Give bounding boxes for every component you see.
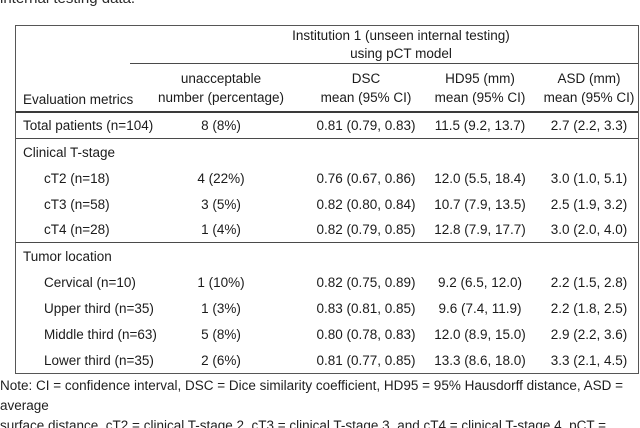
table-row: Tumor location	[16, 243, 638, 269]
row-label: Middle third (n=63)	[44, 326, 157, 342]
column-header-line1: DSC	[351, 70, 381, 86]
table-row: Cervical (n=10) 1 (10%) 0.82 (0.75, 0.89…	[16, 269, 638, 295]
caption-fragment: internal testing data.	[0, 0, 300, 9]
row-label: Lower third (n=35)	[44, 352, 154, 368]
column-header-line2: number (percentage)	[157, 89, 285, 105]
row-value: 3.0 (2.0, 4.0)	[550, 222, 628, 237]
row-value: 0.81 (0.79, 0.83)	[316, 118, 416, 133]
row-value: 2.7 (2.2, 3.3)	[550, 118, 628, 133]
row-label: Total patients (n=104)	[23, 118, 154, 133]
row-value: 1 (3%)	[201, 300, 241, 316]
table-header: Evaluation metrics Institution 1 (unseen…	[16, 26, 638, 113]
row-label: Clinical T-stage	[23, 144, 116, 160]
table-row: Total patients (n=104) 8 (8%) 0.81 (0.79…	[16, 113, 638, 139]
table-row: Lower third (n=35) 2 (6%) 0.81 (0.77, 0.…	[16, 347, 638, 373]
row-value: 2.2 (1.5, 2.8)	[550, 274, 628, 290]
row-value: 0.76 (0.67, 0.86)	[316, 170, 416, 186]
column-header-line2: mean (95% CI)	[320, 89, 412, 105]
column-header-dsc: DSC mean (95% CI)	[312, 64, 420, 111]
note-line: surface distance, cT2 = clinical T-stage…	[0, 418, 607, 428]
row-value: 2 (6%)	[201, 352, 241, 368]
spanner-line2: using pCT model	[350, 45, 452, 61]
row-label: cT2 (n=18)	[44, 170, 110, 186]
table-body: Total patients (n=104) 8 (8%) 0.81 (0.79…	[16, 113, 638, 373]
table-row: Clinical T-stage	[16, 139, 638, 165]
column-header-line1: unacceptable	[180, 70, 262, 86]
row-label: Upper third (n=35)	[44, 300, 154, 316]
table-row: cT4 (n=28) 1 (4%) 0.82 (0.79, 0.85) 12.8…	[16, 217, 638, 243]
row-value: 0.83 (0.81, 0.85)	[316, 300, 416, 316]
column-header-unacceptable: unacceptable number (percentage)	[130, 64, 312, 111]
row-value: 1 (4%)	[201, 222, 241, 237]
table-row: Middle third (n=63) 5 (8%) 0.80 (0.78, 0…	[16, 321, 638, 347]
row-value: 2.5 (1.9, 3.2)	[550, 196, 628, 212]
column-header-hd95: HD95 (mm) mean (95% CI)	[420, 64, 540, 111]
column-header-line1: HD95 (mm)	[445, 70, 515, 86]
row-value: 0.81 (0.77, 0.85)	[316, 352, 416, 368]
spanner-header: Institution 1 (unseen internal testing) …	[130, 26, 638, 64]
row-value: 13.3 (8.6, 18.0)	[434, 352, 526, 368]
row-value: 3 (5%)	[201, 196, 241, 212]
row-label: cT4 (n=28)	[44, 222, 110, 237]
column-header-asd: ASD (mm) mean (95% CI)	[540, 64, 638, 111]
row-value: 2.2 (1.8, 2.5)	[550, 300, 628, 316]
row-value: 3.3 (2.1, 4.5)	[550, 352, 628, 368]
row-value: 5 (8%)	[201, 326, 241, 342]
row-label: cT3 (n=58)	[44, 196, 110, 212]
row-value: 1 (10%)	[197, 274, 245, 290]
column-header-line2: mean (95% CI)	[543, 89, 635, 105]
column-header-line1: ASD (mm)	[557, 70, 621, 86]
row-header-label: Evaluation metrics	[23, 92, 134, 107]
row-value: 0.82 (0.80, 0.84)	[316, 196, 416, 212]
row-label: Cervical (n=10)	[44, 274, 136, 290]
caption-fragment-text: internal testing data.	[0, 0, 300, 7]
table-note: Note: CI = confidence interval, DSC = Di…	[0, 376, 640, 428]
row-value: 12.0 (5.5, 18.4)	[434, 170, 526, 186]
row-value: 10.7 (7.9, 13.5)	[434, 196, 526, 212]
row-value: 0.82 (0.79, 0.85)	[316, 222, 416, 237]
table-row: cT2 (n=18) 4 (22%) 0.76 (0.67, 0.86) 12.…	[16, 165, 638, 191]
row-label: Tumor location	[23, 248, 112, 264]
row-value: 0.80 (0.78, 0.83)	[316, 326, 416, 342]
row-value: 11.5 (9.2, 13.7)	[434, 118, 526, 133]
row-value: 4 (22%)	[197, 170, 245, 186]
results-table: Evaluation metrics Institution 1 (unseen…	[15, 25, 639, 374]
note-line: Note: CI = confidence interval, DSC = Di…	[0, 378, 624, 413]
table-row: cT3 (n=58) 3 (5%) 0.82 (0.80, 0.84) 10.7…	[16, 191, 638, 217]
column-header-line2: mean (95% CI)	[434, 89, 526, 105]
row-value: 8 (8%)	[201, 118, 241, 133]
row-value: 9.6 (7.4, 11.9)	[438, 300, 522, 316]
row-value: 12.8 (7.9, 17.7)	[434, 222, 526, 237]
row-value: 12.0 (8.9, 15.0)	[434, 326, 526, 342]
row-value: 2.9 (2.2, 3.6)	[550, 326, 628, 342]
table-row: Upper third (n=35) 1 (3%) 0.83 (0.81, 0.…	[16, 295, 638, 321]
row-value: 3.0 (1.0, 5.1)	[550, 170, 628, 186]
spanner-line1: Institution 1 (unseen internal testing)	[292, 28, 510, 43]
row-value: 9.2 (6.5, 12.0)	[437, 274, 523, 290]
row-value: 0.82 (0.75, 0.89)	[316, 274, 416, 290]
